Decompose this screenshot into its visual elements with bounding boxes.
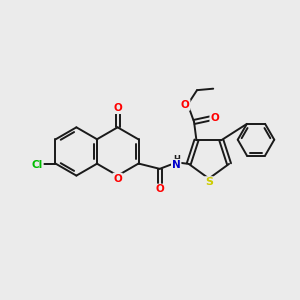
Text: O: O bbox=[210, 113, 219, 123]
Text: O: O bbox=[113, 174, 122, 184]
Text: Cl: Cl bbox=[32, 160, 43, 170]
Text: O: O bbox=[155, 184, 164, 194]
Text: N: N bbox=[172, 160, 181, 170]
Text: O: O bbox=[181, 100, 190, 110]
Text: H: H bbox=[173, 155, 180, 164]
Text: S: S bbox=[205, 177, 213, 187]
Text: O: O bbox=[113, 103, 122, 113]
